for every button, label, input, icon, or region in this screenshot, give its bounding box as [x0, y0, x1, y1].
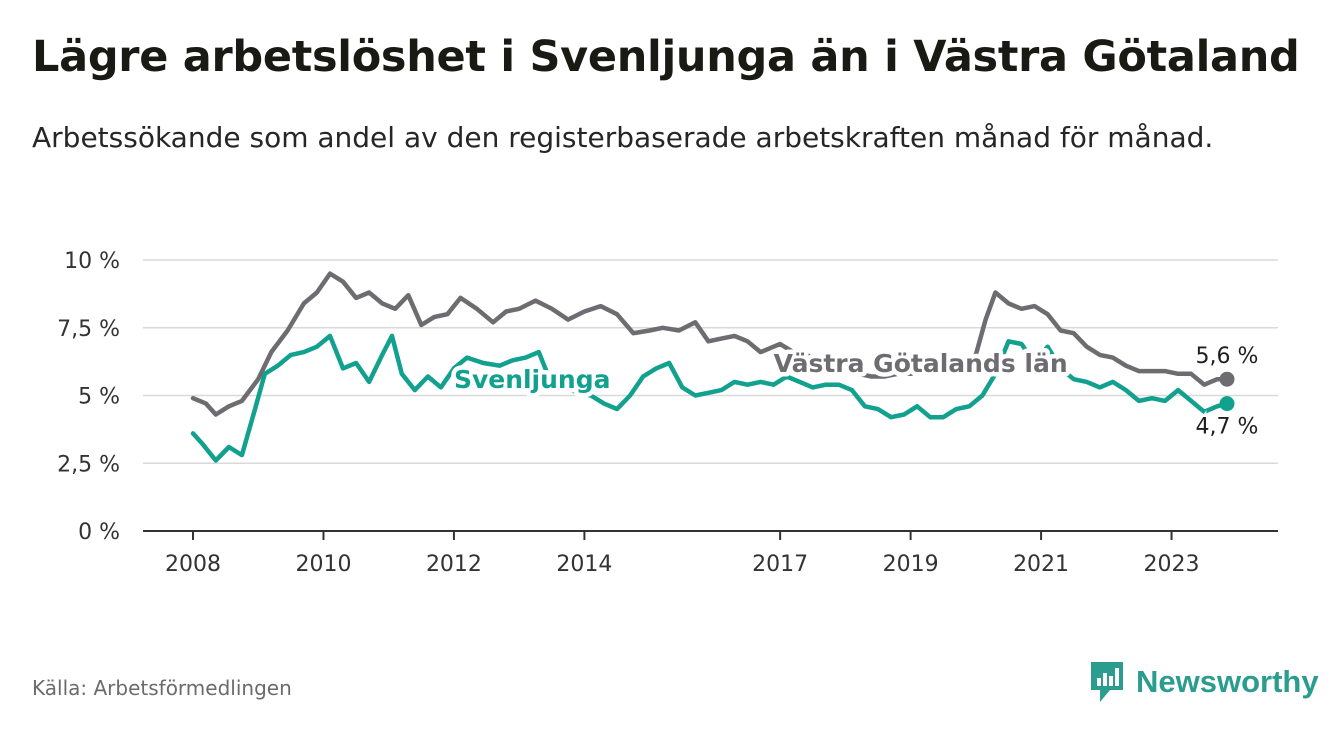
newsworthy-logo-icon	[1091, 662, 1123, 702]
brand-logo[interactable]: Newsworthy	[1088, 660, 1319, 704]
x-tick-label: 2010	[295, 552, 351, 577]
series-line-svenljunga	[190, 333, 1230, 463]
x-tick-label: 2014	[556, 552, 612, 577]
y-tick-label: 0 %	[78, 520, 120, 545]
line-layer	[190, 271, 1235, 463]
label-layer: 5,6 % 4,7 % Svenljunga Västra Götalands län	[449, 342, 1260, 442]
x-tick-label: 2023	[1144, 552, 1200, 577]
page-subtitle: Arbetssökande som andel av den registerb…	[32, 121, 1214, 154]
end-point-vastra	[1219, 371, 1235, 387]
axis-layer: 0 % 2,5 % 5 % 7,5 % 10 % 2008 2010 2012 2014 2017…	[57, 249, 1278, 577]
x-tick-label: 2019	[883, 552, 939, 577]
end-label-svenljunga: 4,7 %	[1196, 415, 1259, 440]
series-label-svenljunga: Svenljunga	[454, 365, 611, 394]
y-tick-label: 7,5 %	[57, 317, 120, 342]
source-note: Källa: Arbetsförmedlingen	[32, 676, 292, 700]
x-tick-label: 2012	[426, 552, 482, 577]
end-label-vastra: 5,6 %	[1196, 344, 1259, 369]
y-tick-label: 5 %	[78, 385, 120, 410]
x-tick-label: 2017	[752, 552, 808, 577]
page-title: Lägre arbetslöshet i Svenljunga än i Väs…	[32, 32, 1300, 82]
x-tick-label: 2008	[165, 552, 221, 577]
y-tick-label: 2,5 %	[57, 452, 120, 477]
end-point-svenljunga	[1219, 396, 1235, 412]
x-tick-label: 2021	[1013, 552, 1069, 577]
y-tick-label: 10 %	[64, 249, 120, 274]
series-line-vastra	[190, 271, 1230, 417]
series-label-vastra: Västra Götalands län	[774, 349, 1068, 378]
brand-name: Newsworthy	[1136, 664, 1319, 699]
grid-layer	[143, 259, 1278, 464]
